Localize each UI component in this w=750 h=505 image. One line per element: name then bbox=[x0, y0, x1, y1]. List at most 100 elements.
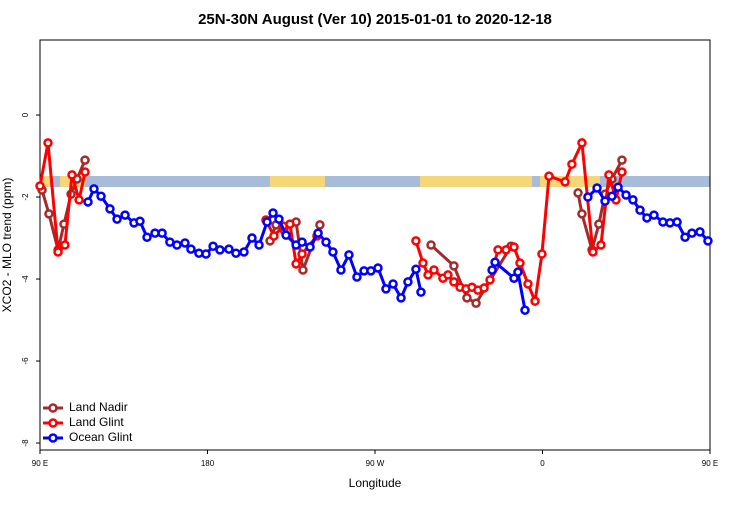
series-point bbox=[672, 217, 682, 227]
series-point bbox=[513, 267, 523, 277]
legend-marker bbox=[48, 403, 58, 413]
series-point bbox=[560, 177, 570, 187]
series-point bbox=[462, 293, 472, 303]
series-point bbox=[388, 279, 398, 289]
series-point bbox=[607, 191, 617, 201]
series-point bbox=[321, 237, 331, 247]
series-point bbox=[530, 296, 540, 306]
series-point bbox=[262, 217, 272, 227]
x-tick-label: 90 E bbox=[32, 459, 48, 468]
series-point bbox=[74, 195, 84, 205]
series-point bbox=[577, 209, 587, 219]
series-point bbox=[596, 240, 606, 250]
series-point bbox=[588, 247, 598, 257]
x-axis-title: Longitude bbox=[349, 476, 402, 490]
series-point bbox=[281, 230, 291, 240]
series-point bbox=[635, 205, 645, 215]
series-point bbox=[600, 196, 610, 206]
series-point bbox=[471, 298, 481, 308]
series-point bbox=[239, 247, 249, 257]
legend-label: Land Nadir bbox=[69, 400, 128, 414]
series-point bbox=[157, 228, 167, 238]
series-point bbox=[53, 247, 63, 257]
x-tick-label: 0 bbox=[540, 459, 545, 468]
series-point bbox=[172, 240, 182, 250]
series-point bbox=[479, 283, 489, 293]
series-point bbox=[83, 197, 93, 207]
series-point bbox=[703, 236, 713, 246]
x-tick-label: 90 W bbox=[366, 459, 385, 468]
series-point bbox=[336, 265, 346, 275]
series-point bbox=[416, 287, 426, 297]
series-point bbox=[537, 249, 547, 259]
series-point bbox=[594, 219, 604, 229]
series-point bbox=[544, 171, 554, 181]
series-point bbox=[411, 264, 421, 274]
series-point bbox=[60, 240, 70, 250]
series-point bbox=[67, 170, 77, 180]
series-point bbox=[485, 275, 495, 285]
series-point bbox=[567, 159, 577, 169]
series-point bbox=[224, 244, 234, 254]
series-point bbox=[352, 272, 362, 282]
y-tick-label: -4 bbox=[21, 275, 30, 283]
series-point bbox=[426, 240, 436, 250]
series-point bbox=[305, 242, 315, 252]
series-point bbox=[112, 214, 122, 224]
series-point bbox=[411, 236, 421, 246]
y-tick-label: -6 bbox=[21, 357, 30, 365]
series-point bbox=[687, 228, 697, 238]
series-point bbox=[186, 244, 196, 254]
series-point bbox=[313, 228, 323, 238]
series-point bbox=[328, 247, 338, 257]
series-point bbox=[80, 155, 90, 165]
series-point bbox=[449, 261, 459, 271]
series-point bbox=[285, 219, 295, 229]
series-point bbox=[604, 170, 614, 180]
series-point bbox=[583, 192, 593, 202]
series-point bbox=[592, 183, 602, 193]
series-point bbox=[297, 249, 307, 259]
series-point bbox=[403, 277, 413, 287]
series-point bbox=[617, 155, 627, 165]
plot-frame bbox=[39, 39, 711, 451]
series-point bbox=[247, 233, 257, 243]
series-point bbox=[215, 245, 225, 255]
series-point bbox=[43, 138, 53, 148]
series-line bbox=[86, 186, 423, 302]
series-point bbox=[617, 167, 627, 177]
y-tick-label: -8 bbox=[21, 439, 30, 447]
x-tick-label: 180 bbox=[201, 459, 215, 468]
legend-marker bbox=[48, 433, 58, 443]
series-point bbox=[231, 248, 241, 258]
series-point bbox=[523, 279, 533, 289]
series-point bbox=[208, 241, 218, 251]
x-tick-label: 90 E bbox=[702, 459, 718, 468]
series-point bbox=[142, 232, 152, 242]
series-point bbox=[649, 210, 659, 220]
series-point bbox=[680, 232, 690, 242]
series-point bbox=[490, 257, 500, 267]
series-point bbox=[396, 293, 406, 303]
y-tick-label: 0 bbox=[21, 112, 30, 117]
series-point bbox=[80, 167, 90, 177]
series-point bbox=[315, 220, 325, 230]
series-point bbox=[423, 270, 433, 280]
series-point bbox=[515, 258, 525, 268]
series-line bbox=[40, 159, 87, 251]
legend-marker bbox=[48, 418, 58, 428]
series-point bbox=[449, 277, 459, 287]
series-point bbox=[487, 265, 497, 275]
series-point bbox=[509, 242, 519, 252]
series-point bbox=[501, 245, 511, 255]
series-point bbox=[520, 305, 530, 315]
legend-label: Ocean Glint bbox=[69, 430, 133, 444]
series-point bbox=[96, 191, 106, 201]
series-point bbox=[268, 208, 278, 218]
series-point bbox=[120, 210, 130, 220]
series-point bbox=[291, 259, 301, 269]
series-point bbox=[105, 204, 115, 214]
y-axis-title: XCO2 - MLO trend (ppm) bbox=[0, 178, 14, 313]
series-point bbox=[274, 214, 284, 224]
